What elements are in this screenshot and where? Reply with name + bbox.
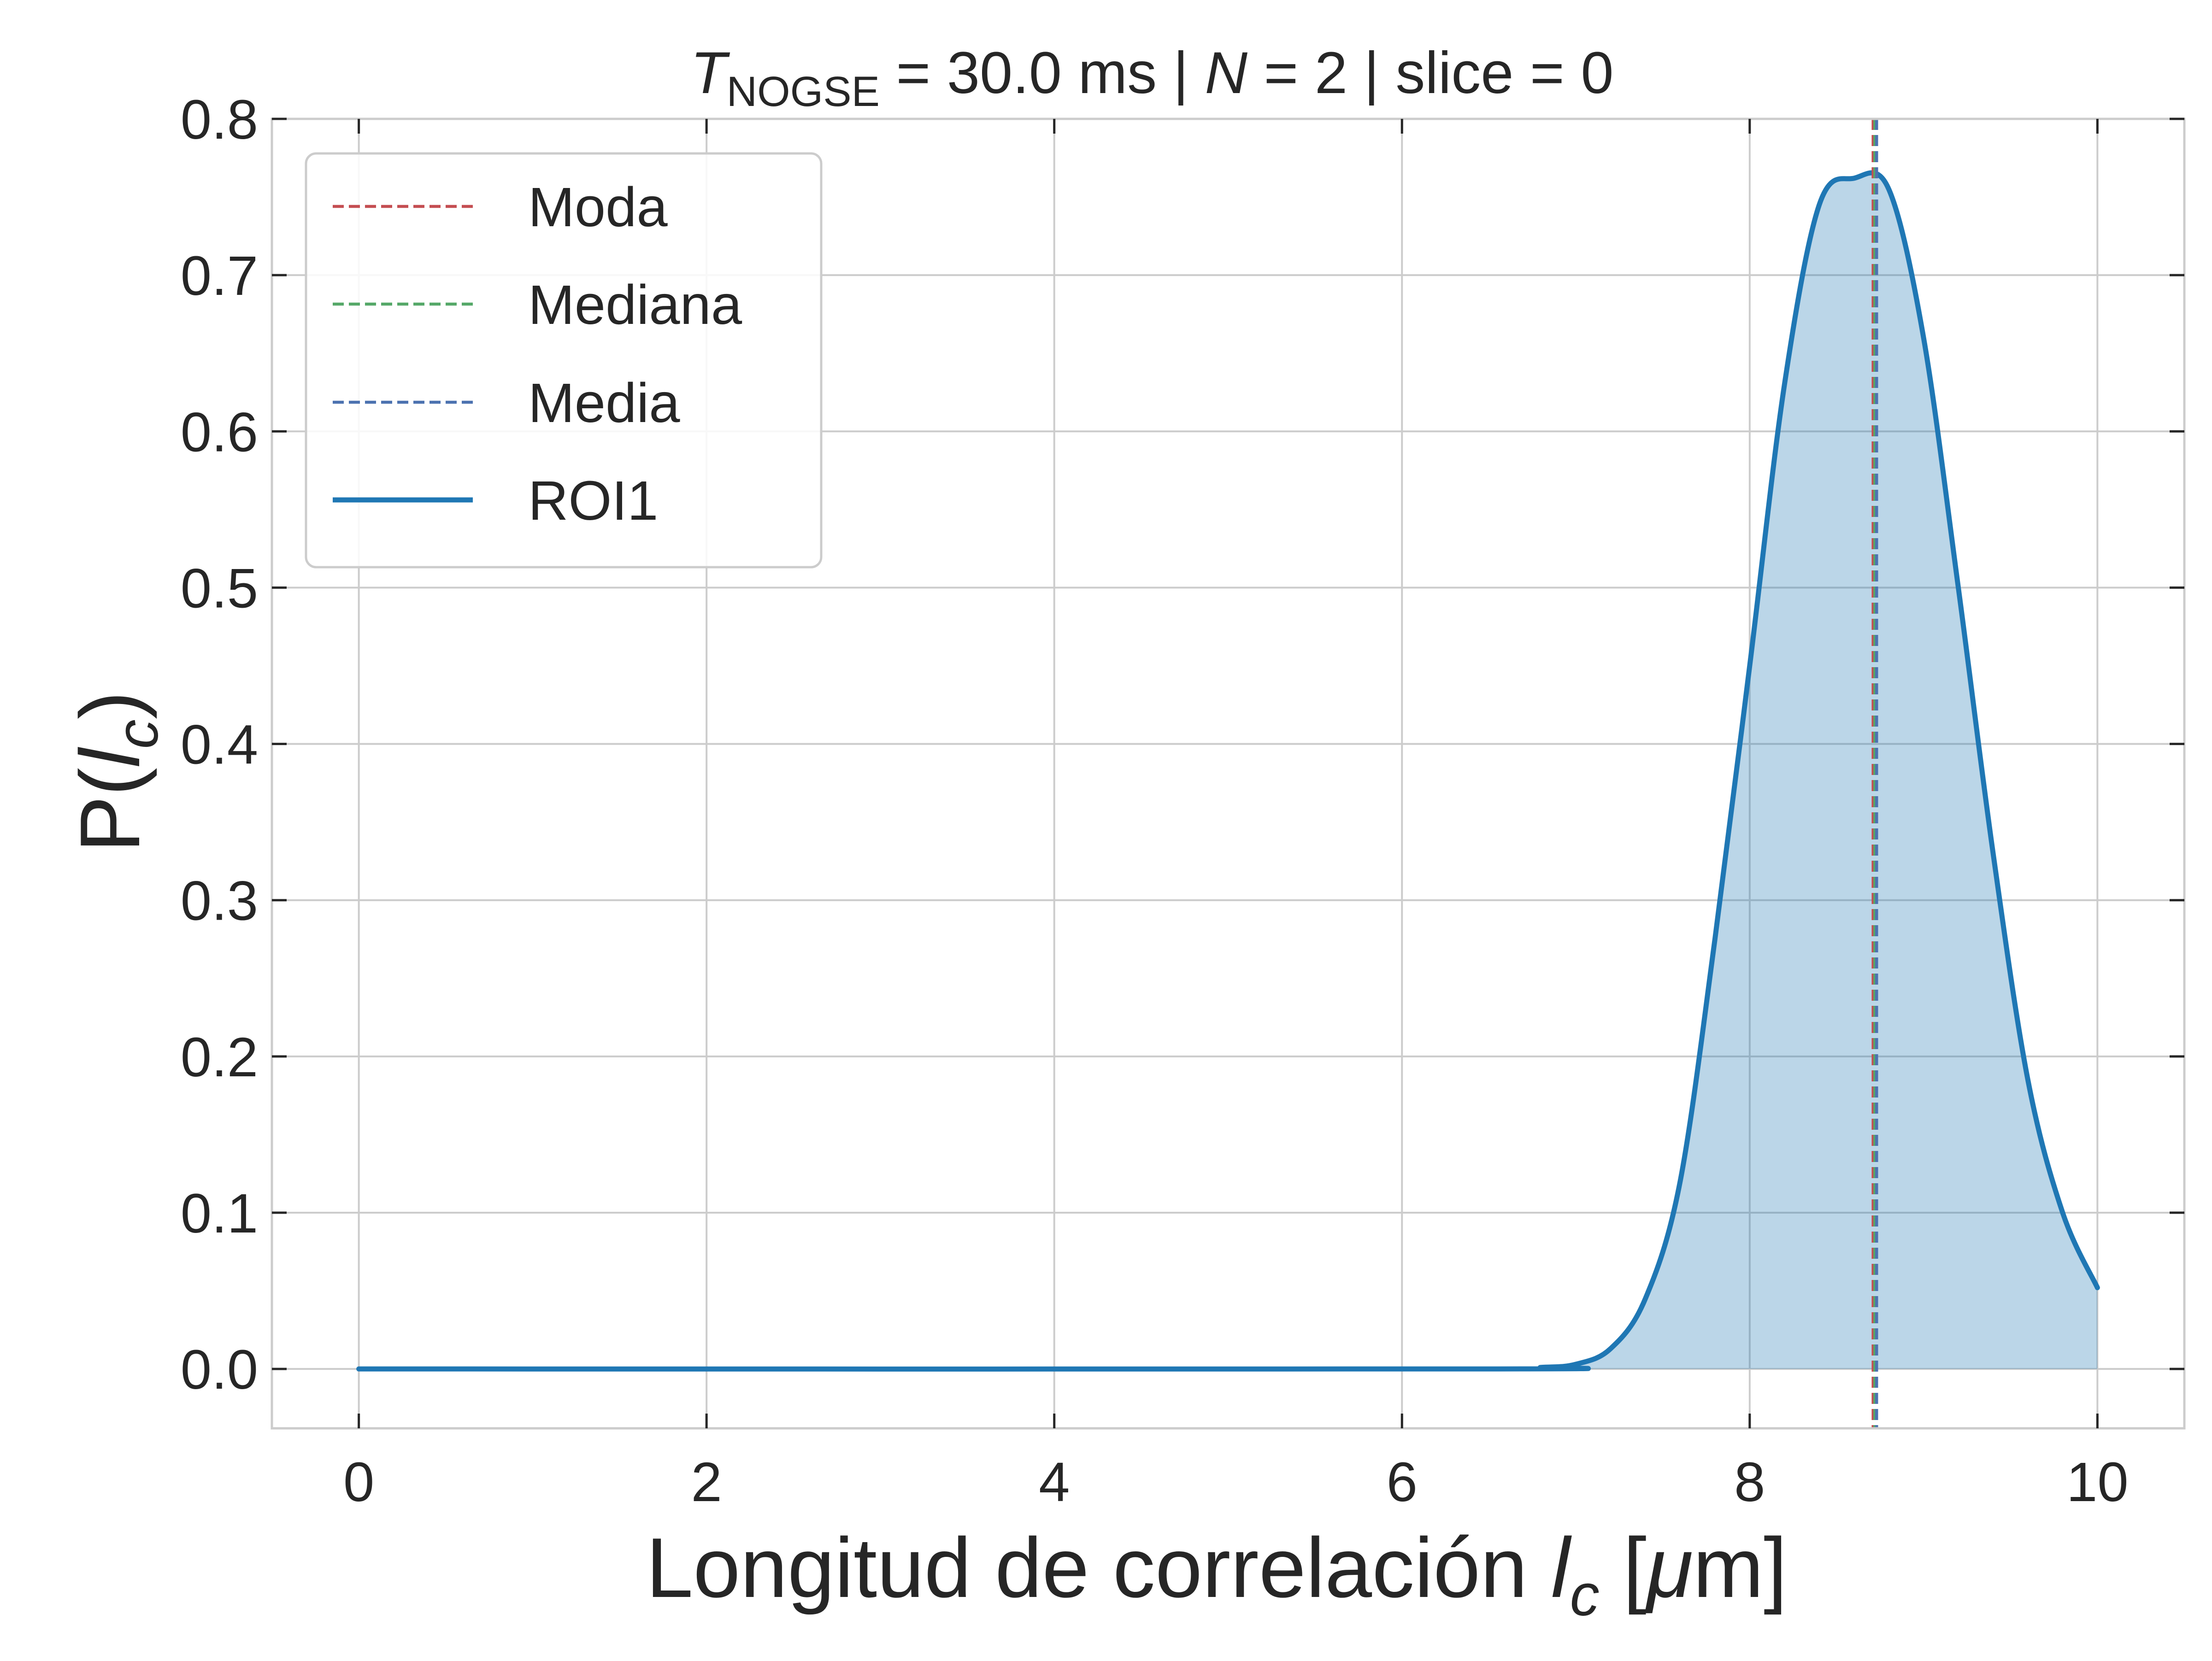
frame-layer: [271, 117, 2186, 1430]
data-layer: [356, 119, 2100, 1428]
y-tick-label: 0.4: [181, 713, 258, 776]
y-tick-label: 0.5: [181, 557, 258, 619]
legend-roi1-label: ROI1: [528, 469, 658, 532]
roi1-line: [356, 170, 2100, 1372]
x-tick-label: 6: [1387, 1450, 1418, 1513]
x-axis-title: Longitud de correlación lc [μm]: [646, 1520, 1787, 1628]
x-tick-label: 2: [691, 1450, 722, 1513]
plot-frame: [271, 117, 2186, 1430]
y-tick-label: 0.6: [181, 400, 258, 463]
y-tick-label: 0.1: [181, 1182, 258, 1244]
x-tick-label: 4: [1039, 1450, 1070, 1513]
legend-frame: [305, 152, 823, 569]
y-tick-label: 0.3: [181, 869, 258, 932]
x-tick-label: 0: [343, 1450, 374, 1513]
y-tick-label: 0.2: [181, 1026, 258, 1088]
roi1-area-fill: [359, 172, 2098, 1369]
y-axis-title: P(lc): [62, 691, 171, 852]
x-tick-label: 10: [2066, 1450, 2129, 1513]
y-tick-label: 0.0: [181, 1338, 258, 1401]
chart-title: TNOGSE = 30.0 ms | N = 2 | slice = 0: [690, 40, 1613, 115]
x-tick-label: 8: [1734, 1450, 1765, 1513]
y-tick-label: 0.7: [181, 244, 258, 307]
y-tick-label: 0.8: [181, 88, 258, 151]
legend-media-label: Media: [528, 371, 680, 434]
legend-mediana-label: Mediana: [528, 273, 742, 336]
legend-moda-label: Moda: [528, 176, 668, 238]
tick-layer: 0 2 4 6 8 10 0.0 0.1 0.2 0.3 0.4 0.5 0.6 0.7 0.8: [181, 88, 2184, 1513]
legend: Moda Mediana Media ROI1: [305, 152, 823, 569]
